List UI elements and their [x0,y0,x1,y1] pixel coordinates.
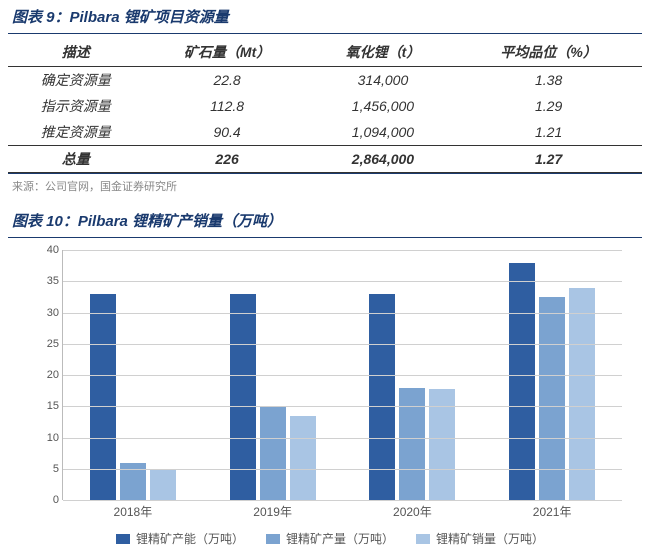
chart-section: 图表 10：Pilbara 锂精矿产销量（万吨） 2018年2019年2020年… [0,204,650,551]
table-cell: 22.8 [144,67,311,94]
legend-swatch [116,534,130,544]
col-header: 描述 [8,38,144,67]
legend-label: 锂精矿销量（万吨） [436,530,544,547]
x-axis-label: 2020年 [343,503,483,520]
bar [260,406,286,500]
table-cell: 确定资源量 [8,67,144,94]
chart-area: 2018年2019年2020年2021年 0510152025303540 [62,250,622,500]
legend-label: 锂精矿产量（万吨） [286,530,394,547]
gridline [63,344,622,345]
bar [150,470,176,500]
legend-item: 锂精矿产量（万吨） [266,530,394,547]
table-cell: 指示资源量 [8,93,144,119]
x-axis-label: 2018年 [63,503,203,520]
table-cell: 90.4 [144,119,311,146]
table-title: 图表 9：Pilbara 锂矿项目资源量 [8,4,642,34]
table-row: 指示资源量112.81,456,0001.29 [8,93,642,119]
chart-title: 图表 10：Pilbara 锂精矿产销量（万吨） [8,208,642,238]
gridline [63,250,622,251]
table-cell: 1.29 [455,93,642,119]
col-header: 矿石量（Mt） [144,38,311,67]
table-cell: 1.38 [455,67,642,94]
table-cell: 2,864,000 [311,146,456,173]
chart-legend: 锂精矿产能（万吨） 锂精矿产量（万吨） 锂精矿销量（万吨） [38,530,622,547]
y-axis-label: 0 [35,494,59,506]
legend-item: 锂精矿销量（万吨） [416,530,544,547]
y-axis-label: 25 [35,338,59,350]
table-row: 推定资源量90.41,094,0001.21 [8,119,642,146]
legend-swatch [416,534,430,544]
y-axis-label: 10 [35,432,59,444]
table-cell: 112.8 [144,93,311,119]
y-axis-label: 35 [35,275,59,287]
table-section: 图表 9：Pilbara 锂矿项目资源量 描述 矿石量（Mt） 氧化锂（t） 平… [0,0,650,204]
table-cell: 1,094,000 [311,119,456,146]
y-axis-label: 15 [35,400,59,412]
gridline [63,469,622,470]
bar [509,263,535,501]
gridline [63,281,622,282]
table-cell: 推定资源量 [8,119,144,146]
gridline [63,438,622,439]
col-header: 氧化锂（t） [311,38,456,67]
y-axis-label: 5 [35,463,59,475]
y-axis-label: 40 [35,244,59,256]
table-source: 来源：公司官网，国金证券研究所 [8,173,642,204]
chart-wrap: 2018年2019年2020年2021年 0510152025303540 锂精… [8,242,642,551]
x-axis-label: 2019年 [203,503,343,520]
table-header-row: 描述 矿石量（Mt） 氧化锂（t） 平均品位（%） [8,38,642,67]
gridline [63,375,622,376]
legend-item: 锂精矿产能（万吨） [116,530,244,547]
table-cell: 314,000 [311,67,456,94]
legend-label: 锂精矿产能（万吨） [136,530,244,547]
gridline [63,313,622,314]
table-cell: 总量 [8,146,144,173]
bar [399,388,425,501]
gridline [63,500,622,501]
table-cell: 1.27 [455,146,642,173]
table-cell: 226 [144,146,311,173]
resource-table: 描述 矿石量（Mt） 氧化锂（t） 平均品位（%） 确定资源量22.8314,0… [8,38,642,173]
x-axis-label: 2021年 [482,503,622,520]
y-axis-label: 30 [35,307,59,319]
table-cell: 1,456,000 [311,93,456,119]
legend-swatch [266,534,280,544]
bar [290,416,316,500]
col-header: 平均品位（%） [455,38,642,67]
table-total-row: 总量2262,864,0001.27 [8,146,642,173]
table-row: 确定资源量22.8314,0001.38 [8,67,642,94]
y-axis-label: 20 [35,369,59,381]
table-cell: 1.21 [455,119,642,146]
gridline [63,406,622,407]
